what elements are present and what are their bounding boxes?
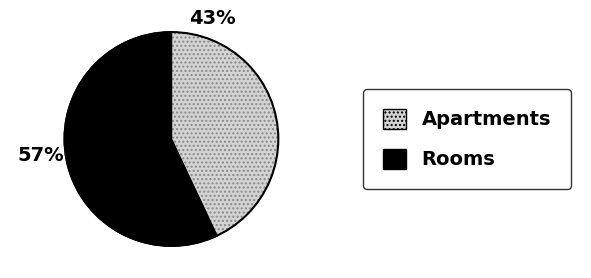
Wedge shape xyxy=(64,32,217,246)
Legend: Apartments, Rooms: Apartments, Rooms xyxy=(363,89,570,189)
Wedge shape xyxy=(171,32,278,236)
Text: 43%: 43% xyxy=(189,9,235,28)
Text: 57%: 57% xyxy=(18,146,64,165)
